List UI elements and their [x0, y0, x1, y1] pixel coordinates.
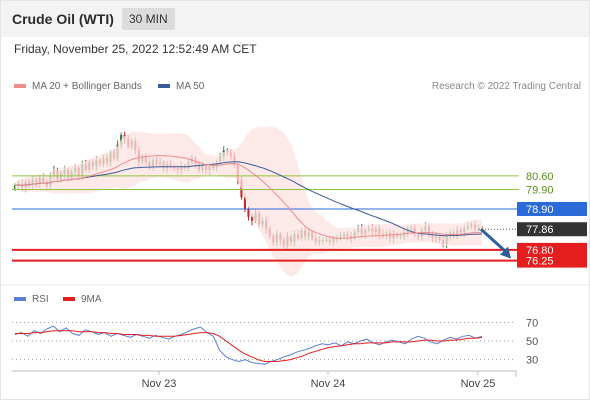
x-tick-label: Nov 24 [311, 378, 346, 390]
legend-ma20-bollinger: MA 20 + Bollinger Bands [14, 81, 142, 92]
legend-label-9ma: 9MA [81, 294, 102, 305]
legend-ma50: MA 50 [158, 81, 204, 92]
credit-text: Research © 2022 Trading Central [431, 81, 581, 92]
level-tag-78-90 [517, 201, 587, 216]
legend-swatch-ma50 [158, 84, 170, 89]
level-label-80-60: 80.60 [526, 171, 554, 183]
x-tick-label: Nov 23 [142, 378, 177, 390]
candle-body [13, 185, 16, 189]
level-tag-76-25 [517, 253, 587, 268]
rsi-9ma-line [15, 330, 483, 362]
ma20-line [14, 155, 483, 239]
forecast-arrowhead [500, 246, 511, 259]
legend-9ma: 9MA [63, 294, 102, 305]
legend-swatch-9ma [63, 297, 75, 302]
datetime-label: Friday, November 25, 2022 12:52:49 AM CE… [14, 42, 257, 56]
rsi-tick-label: 70 [526, 317, 538, 329]
level-label-78-90: 78.90 [526, 204, 554, 216]
legend-label-rsi: RSI [32, 294, 49, 305]
rsi-tick-label: 50 [526, 336, 538, 348]
level-label-77-86: 77.86 [526, 224, 554, 236]
forecast-arrow-shaft [479, 228, 510, 255]
legend-swatch-ma20 [14, 84, 26, 89]
rsi-tick-label: 30 [526, 355, 538, 367]
candle-body [251, 216, 254, 221]
level-label-79-90: 79.90 [526, 185, 554, 197]
candle-body [247, 209, 250, 217]
candle-body [240, 179, 243, 198]
ma50-line [14, 161, 483, 237]
header-bar: Crude Oil (WTI) 30 MIN [1, 1, 589, 37]
legend-swatch-rsi [14, 297, 26, 302]
legend-label-ma50: MA 50 [176, 81, 205, 92]
level-label-76-25: 76.25 [526, 256, 554, 268]
instrument-title: Crude Oil (WTI) [12, 11, 114, 27]
legend-rsi: RSI [14, 294, 49, 305]
level-tag-76-80 [517, 242, 587, 257]
bollinger-band-area [15, 126, 482, 277]
candle-body [243, 197, 246, 209]
x-tick-label: Nov 25 [461, 378, 496, 390]
timeframe-button[interactable]: 30 MIN [122, 8, 175, 30]
level-tag-77-86 [517, 222, 587, 237]
legend-label-ma20: MA 20 + Bollinger Bands [32, 81, 142, 92]
